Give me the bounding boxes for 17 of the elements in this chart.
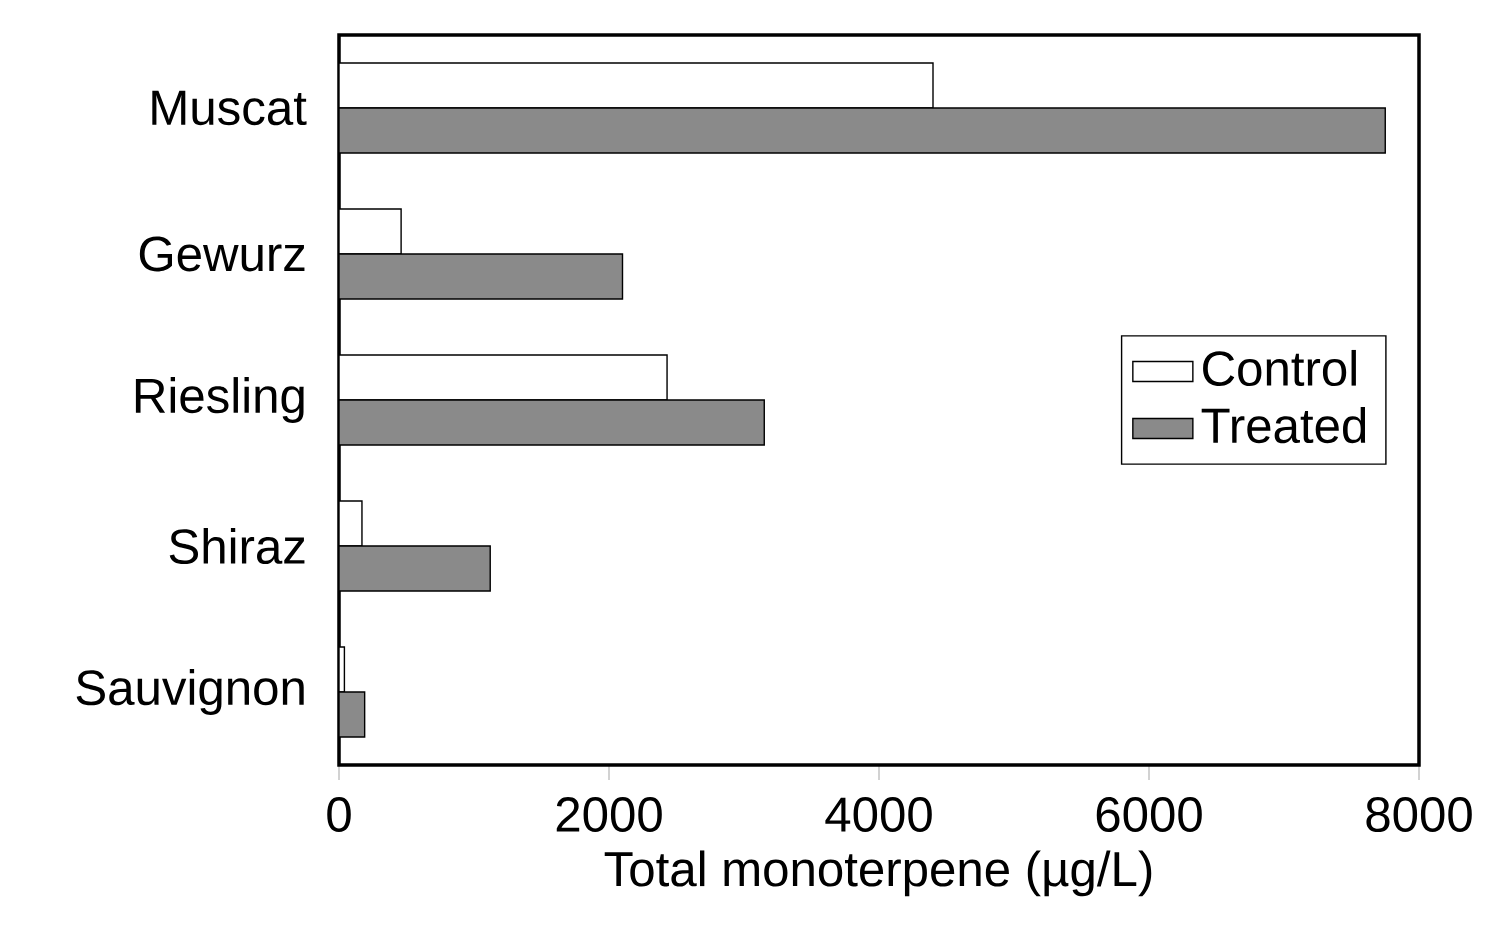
- x-tick-label: 8000: [1366, 797, 1472, 832]
- legend-label: Control: [1203, 349, 1356, 387]
- legend-label: Treated: [1201, 407, 1366, 444]
- bar: [339, 107, 1386, 154]
- y-tick-label: Sauvignon: [76, 669, 304, 715]
- bar: [339, 399, 765, 446]
- x-tick-label: 2000: [556, 797, 662, 832]
- x-tick-label: 6000: [1096, 797, 1202, 832]
- bar: [339, 253, 624, 300]
- y-tick-label: Muscat: [152, 90, 307, 126]
- bar: [339, 545, 491, 592]
- y-tick-label: Shiraz: [169, 527, 305, 565]
- x-tick-label: 4000: [825, 797, 932, 832]
- x-axis-title: Total monoterpene (µg/L): [604, 850, 1152, 897]
- y-tick-label: Gewurz: [139, 236, 305, 272]
- y-tick-label: Riesling: [135, 377, 304, 423]
- x-tick-label: 0: [327, 797, 351, 832]
